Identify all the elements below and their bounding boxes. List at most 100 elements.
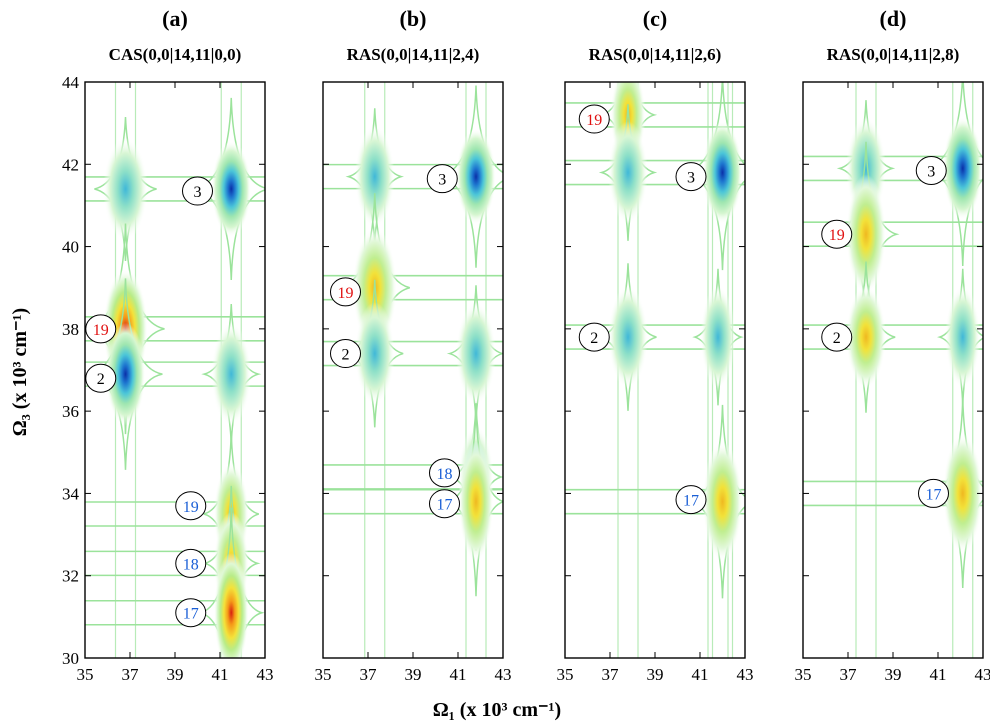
peak-label-circle xyxy=(429,489,460,519)
peak xyxy=(846,174,886,295)
peak-label-circle xyxy=(675,485,707,515)
peak xyxy=(105,322,146,426)
peak-label-text: 19 xyxy=(93,322,109,339)
peak-label-text: 17 xyxy=(183,606,199,623)
peak xyxy=(945,285,981,389)
peak-label: 19 xyxy=(821,219,853,249)
peak xyxy=(211,141,252,237)
peak xyxy=(702,441,743,562)
peak-label-text: 17 xyxy=(683,493,699,510)
peak-label-text: 19 xyxy=(586,112,602,129)
x-tick-label: 41 xyxy=(930,665,947,684)
peak-label: 17 xyxy=(429,489,460,519)
panel-plot-area xyxy=(565,82,745,658)
peak-label-text: 3 xyxy=(194,184,202,201)
panel-letter: (d) xyxy=(880,6,907,31)
peak xyxy=(211,322,252,426)
panel-title: CAS(0,0|14,11|0,0) xyxy=(109,45,242,64)
peak-label-text: 2 xyxy=(97,371,105,388)
peak-label-circle xyxy=(182,176,213,206)
peak-label: 2 xyxy=(578,322,610,352)
panel-letter: (b) xyxy=(400,6,427,31)
peak xyxy=(942,433,983,554)
peak xyxy=(608,121,648,224)
y-tick-label: 38 xyxy=(62,320,79,339)
y-tick-label: 44 xyxy=(62,73,80,92)
x-tick-label: 37 xyxy=(122,665,140,684)
x-tick-label: 43 xyxy=(257,665,274,684)
panel-letter: (a) xyxy=(162,6,188,31)
peak-label-circle xyxy=(578,322,610,352)
x-tick-label: 43 xyxy=(737,665,754,684)
peak-label: 19 xyxy=(578,104,610,134)
y-tick-label: 34 xyxy=(62,484,80,503)
x-tick-label: 37 xyxy=(602,665,620,684)
peak-label-text: 3 xyxy=(687,170,695,187)
panel-a: 35 37 39 41 433032343638404244(a)CAS(0,0|14,… xyxy=(62,6,274,684)
peak xyxy=(354,125,395,228)
peak-label-circle xyxy=(175,548,207,578)
y-tick-label: 40 xyxy=(62,238,79,257)
panel-plot-area xyxy=(323,82,503,658)
peak-label-text: 3 xyxy=(927,163,935,180)
peak xyxy=(942,117,983,220)
peak-contour xyxy=(438,85,503,268)
x-tick-label: 43 xyxy=(495,665,512,684)
panel-letter: (c) xyxy=(643,6,667,31)
peak-label-circle xyxy=(918,478,949,508)
peak-label: 19 xyxy=(330,277,361,307)
peak-label-circle xyxy=(821,219,853,249)
x-tick-label: 35 xyxy=(557,665,574,684)
peak-contour xyxy=(924,82,983,266)
x-tick-label: 37 xyxy=(840,665,858,684)
panel-plot-area xyxy=(803,82,983,658)
peak-label-text: 2 xyxy=(590,330,598,347)
x-tick-label: 41 xyxy=(692,665,709,684)
peak xyxy=(846,285,886,389)
x-tick-label: 39 xyxy=(405,665,422,684)
peak-label-circle xyxy=(330,277,361,307)
peak-label-circle xyxy=(85,314,117,344)
peak-label-text: 17 xyxy=(437,497,453,514)
peak-contour xyxy=(684,82,745,271)
peak-label: 3 xyxy=(182,176,213,206)
x-tick-label: 35 xyxy=(77,665,94,684)
peak-label-circle xyxy=(175,598,207,628)
peak-label: 3 xyxy=(675,162,707,192)
y-tick-label: 32 xyxy=(62,567,79,586)
peak-label-text: 3 xyxy=(438,172,446,189)
peak-label: 18 xyxy=(429,458,460,488)
peak-label-circle xyxy=(915,155,947,185)
peak xyxy=(213,552,249,658)
peak-label-text: 19 xyxy=(338,285,354,302)
panel-title: RAS(0,0|14,11|2,4) xyxy=(347,45,480,64)
panel-title: RAS(0,0|14,11|2,6) xyxy=(589,45,722,64)
peak-label-circle xyxy=(675,162,707,192)
peak-label-circle xyxy=(578,104,610,134)
peak xyxy=(458,441,494,562)
peak-label: 19 xyxy=(85,314,117,344)
x-tick-label: 43 xyxy=(975,665,990,684)
y-tick-label: 42 xyxy=(62,155,79,174)
x-tick-label: 41 xyxy=(212,665,229,684)
peak-label: 3 xyxy=(426,164,458,194)
panel-d: 35 37 39 41 43 (d) RAS(0,0|14,11|2,8) 3 19 2 17 xyxy=(795,6,990,684)
y-tick-label: 30 xyxy=(62,649,79,668)
x-tick-label: 37 xyxy=(360,665,378,684)
peak-label: 3 xyxy=(915,155,947,185)
peak-label: 18 xyxy=(175,548,207,578)
x-tick-label: 35 xyxy=(315,665,332,684)
peak-label-circle xyxy=(85,363,117,393)
peak-contour xyxy=(193,97,265,281)
panels-layer: 35 37 39 41 433032343638404244(a)CAS(0,0|14,… xyxy=(62,6,990,684)
x-axis-label: Ω₁ (x 10³ cm⁻¹) xyxy=(433,699,561,721)
panel-plot-area xyxy=(85,82,265,658)
peak-label: 2 xyxy=(330,339,361,369)
x-tick-label: 41 xyxy=(450,665,467,684)
x-tick-label: 39 xyxy=(885,665,902,684)
peak-label-text: 17 xyxy=(926,486,942,503)
x-tick-label: 39 xyxy=(647,665,664,684)
peak xyxy=(700,285,736,389)
panel-title: RAS(0,0|14,11|2,8) xyxy=(827,45,960,64)
peak-label-text: 2 xyxy=(833,330,841,347)
